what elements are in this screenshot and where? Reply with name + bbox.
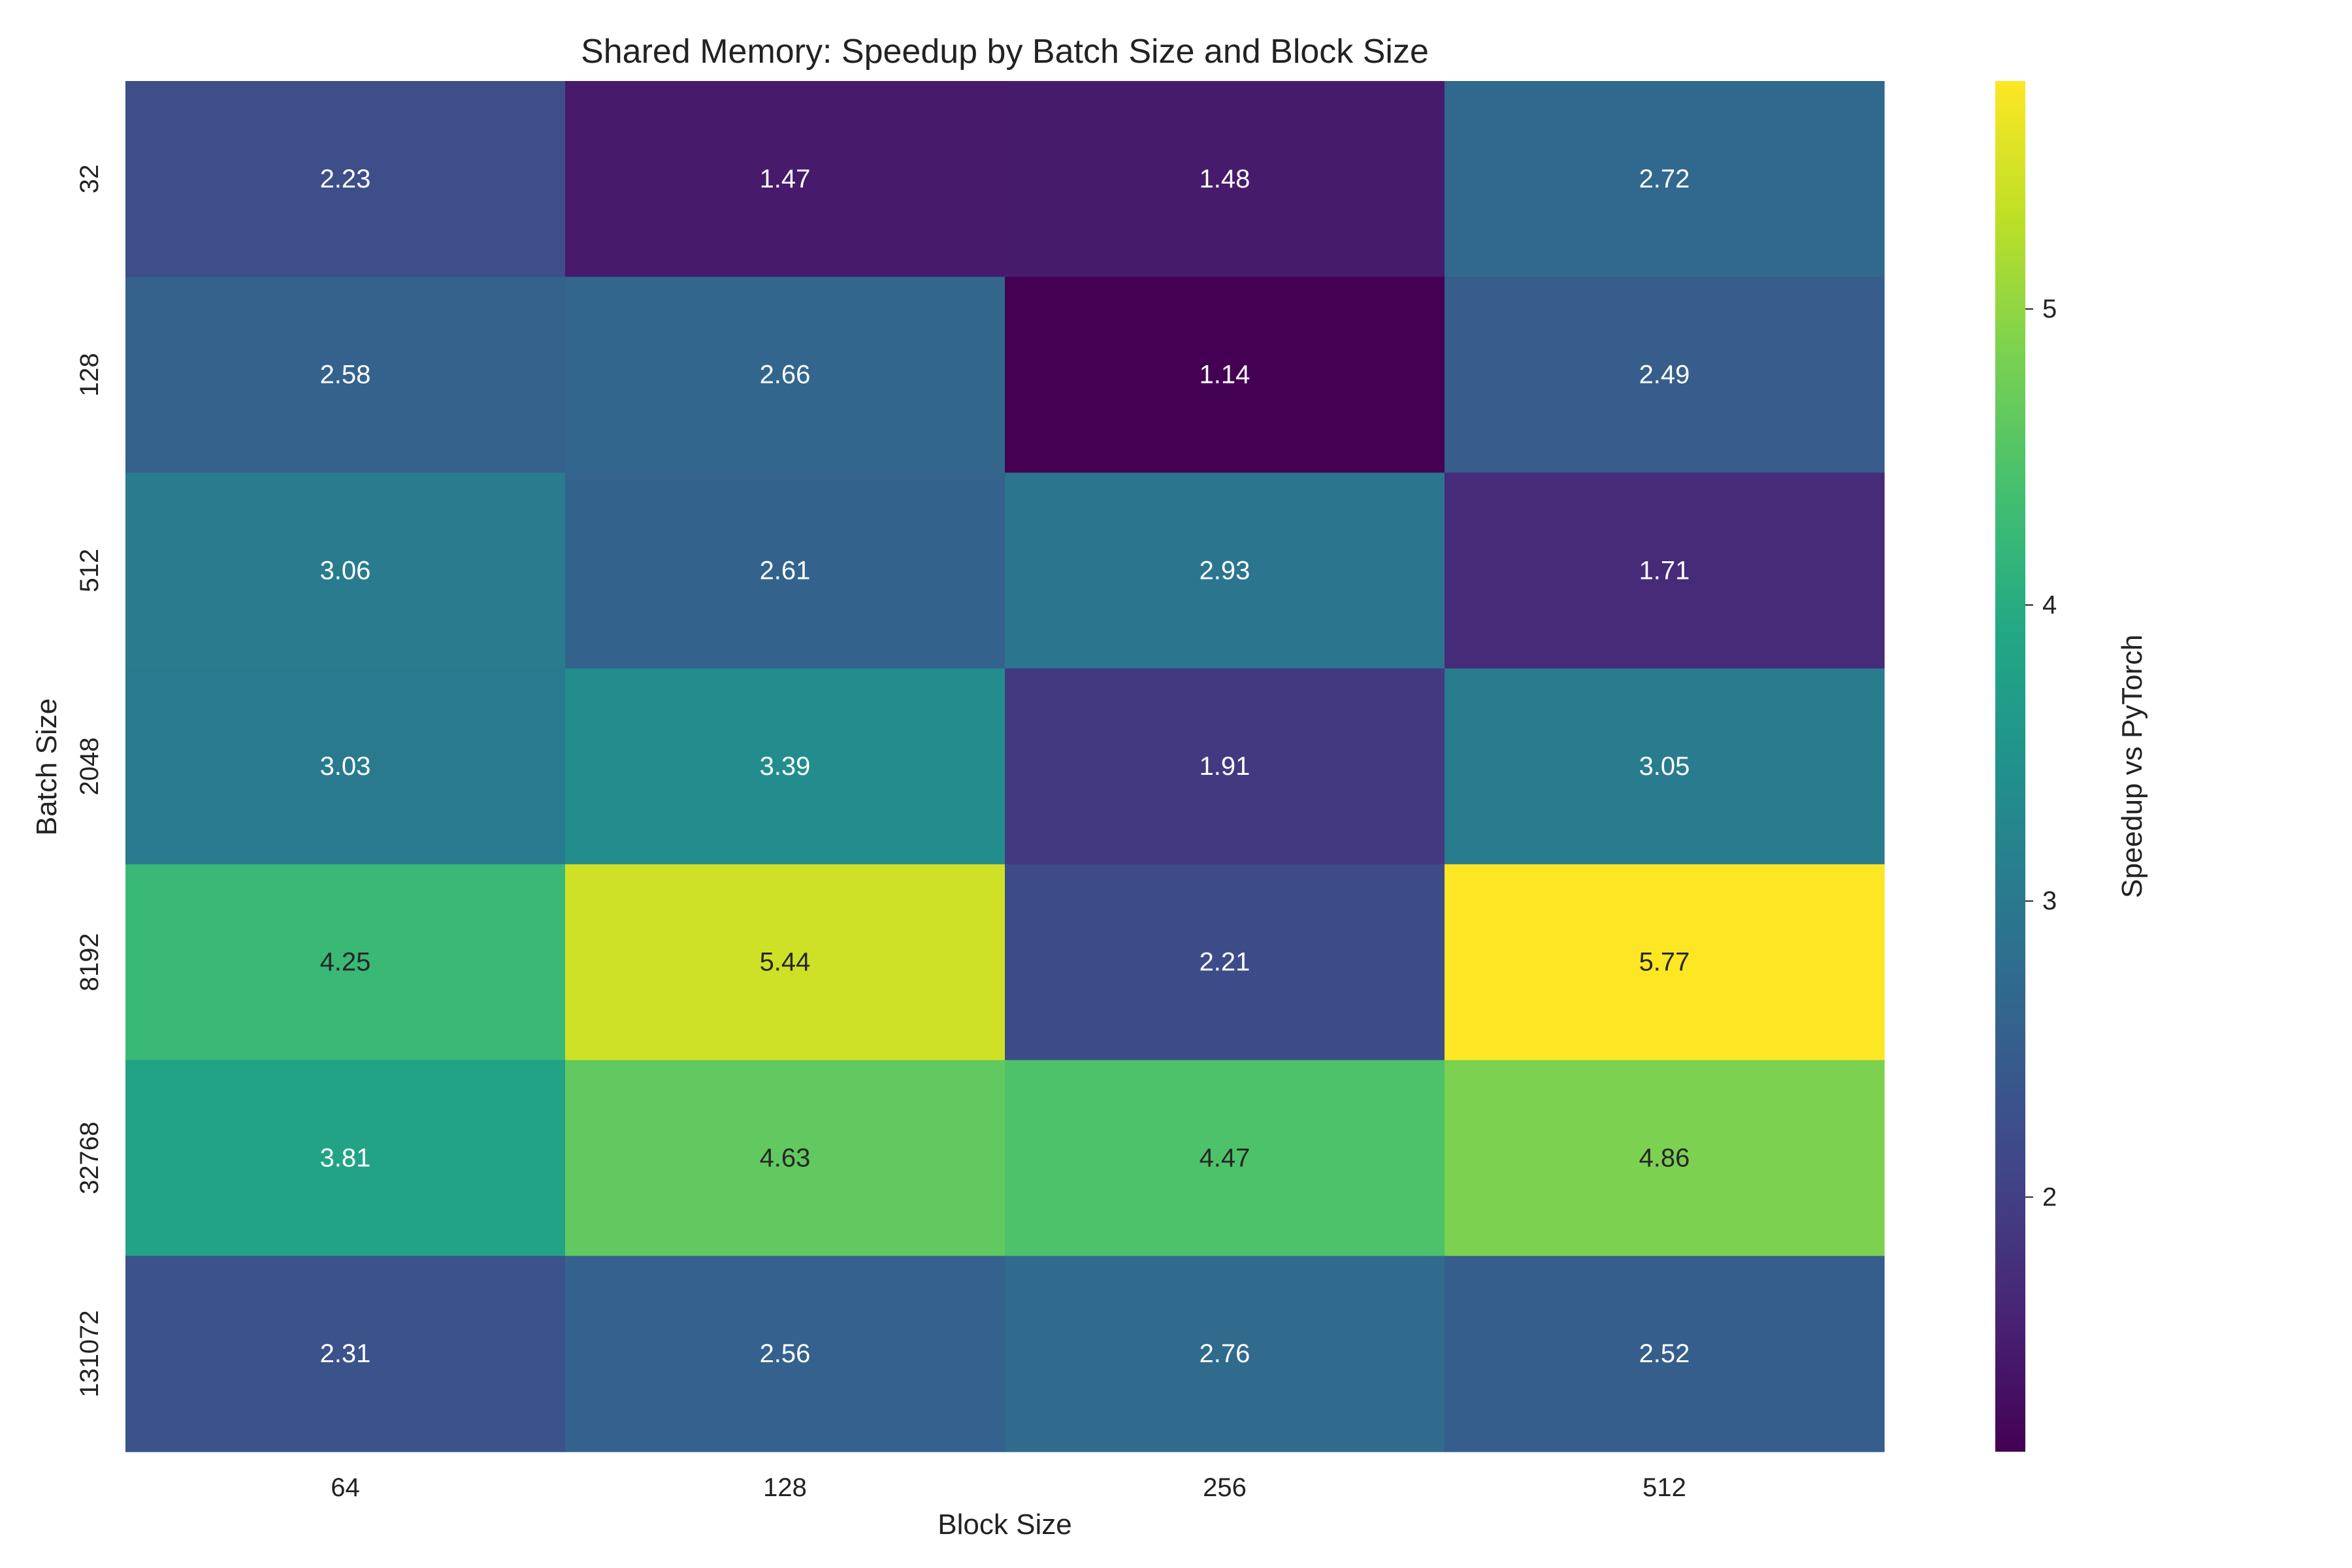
heatmap-cell: [565, 668, 1005, 865]
heatmap-cell: [125, 81, 566, 278]
heatmap-cell: [125, 276, 566, 474]
heatmap-cell: [565, 472, 1005, 669]
cell-value-label: 2.52: [1639, 1339, 1690, 1368]
cell-value-label: 2.56: [760, 1339, 811, 1368]
heatmap-cell: [1445, 668, 1885, 865]
colorbar-tick-label: 4: [2042, 591, 2057, 619]
cell-value-label: 2.49: [1639, 361, 1690, 389]
cell-value-label: 2.21: [1200, 948, 1250, 977]
x-axis-label: Block Size: [938, 1509, 1071, 1541]
cell-value-label: 1.48: [1200, 165, 1250, 193]
cell-value-label: 2.72: [1639, 165, 1690, 193]
cell-value-label: 4.25: [320, 948, 371, 977]
y-tick-label: 128: [75, 353, 104, 397]
y-tick-label: 8192: [75, 933, 104, 991]
cell-value-label: 3.03: [320, 752, 371, 781]
cell-value-label: 3.81: [320, 1143, 371, 1172]
heatmap-cell: [125, 1256, 566, 1452]
heatmap-cell: [565, 1256, 1005, 1452]
heatmap-cell: [125, 668, 566, 865]
heatmap-cell: [125, 472, 566, 669]
heatmap-cell: [1005, 472, 1445, 669]
heatmap-cell: [1005, 276, 1445, 474]
x-tick-label: 512: [1642, 1473, 1686, 1502]
heatmap-cell: [1445, 1256, 1885, 1452]
heatmap-cell: [1005, 864, 1445, 1061]
cell-value-label: 2.61: [760, 556, 811, 585]
heatmap-cell: [1005, 668, 1445, 865]
cell-value-label: 2.93: [1200, 556, 1250, 585]
cell-value-label: 1.91: [1200, 752, 1250, 781]
y-tick-label: 32768: [75, 1122, 104, 1194]
x-tick-label: 64: [331, 1473, 360, 1502]
heatmap-cell: [125, 864, 566, 1061]
cell-value-label: 1.14: [1200, 361, 1250, 389]
cell-value-label: 4.86: [1639, 1143, 1690, 1172]
colorbar-tick-label: 3: [2042, 887, 2057, 915]
heatmap-cell: [1445, 472, 1885, 669]
cell-value-label: 3.39: [760, 752, 811, 781]
y-tick-label: 512: [75, 549, 104, 593]
cell-value-label: 3.05: [1639, 752, 1690, 781]
y-tick-label: 32: [75, 165, 104, 194]
colorbar-tick-label: 5: [2042, 295, 2057, 323]
colorbar-label: Speedup vs PyTorch: [2116, 634, 2148, 898]
colorbar: [1995, 81, 2025, 1452]
heatmap-cell: [1005, 1060, 1445, 1256]
heatmap-cell: [125, 1060, 566, 1256]
y-axis-label: Batch Size: [31, 698, 63, 836]
heatmap-cell: [565, 1060, 1005, 1256]
x-tick-label: 256: [1203, 1473, 1247, 1502]
cell-value-label: 2.66: [760, 361, 811, 389]
colorbar-ticks: 2 3 4 5: [2025, 295, 2057, 1211]
heatmap-cells: 2.23 1.47 1.48 2.72 2.58 2.66 1.14 2.49 3.06 2.61…: [125, 81, 1885, 1452]
y-tick-label: 131072: [75, 1310, 104, 1397]
cell-value-label: 5.77: [1639, 948, 1690, 977]
cell-value-label: 2.23: [320, 165, 371, 193]
chart-title: Shared Memory: Speedup by Batch Size and…: [581, 33, 1429, 71]
heatmap-cell: [565, 276, 1005, 474]
cell-value-label: 3.06: [320, 556, 371, 585]
heatmap-cell: [1445, 864, 1885, 1061]
cell-value-label: 2.31: [320, 1339, 371, 1368]
heatmap-cell: [565, 81, 1005, 278]
heatmap-cell: [1445, 81, 1885, 278]
x-tick-labels: 64 128 256 512: [331, 1473, 1686, 1502]
cell-value-label: 4.63: [760, 1143, 811, 1172]
cell-value-label: 2.58: [320, 361, 371, 389]
y-tick-label: 2048: [75, 738, 104, 796]
heatmap-cell: [565, 864, 1005, 1061]
cell-value-label: 4.47: [1200, 1143, 1250, 1172]
heatmap-cell: [1005, 81, 1445, 278]
colorbar-tick-label: 2: [2042, 1183, 2057, 1211]
y-tick-labels: 32 128 512 2048 8192 32768 131072: [75, 165, 104, 1397]
heatmap-cell: [1005, 1256, 1445, 1452]
cell-value-label: 1.71: [1639, 556, 1690, 585]
x-tick-label: 128: [763, 1473, 807, 1502]
cell-value-label: 5.44: [760, 948, 811, 977]
cell-value-label: 2.76: [1200, 1339, 1250, 1368]
heatmap-cell: [1445, 1060, 1885, 1256]
heatmap-cell: [1445, 276, 1885, 474]
cell-value-label: 1.47: [760, 165, 811, 193]
